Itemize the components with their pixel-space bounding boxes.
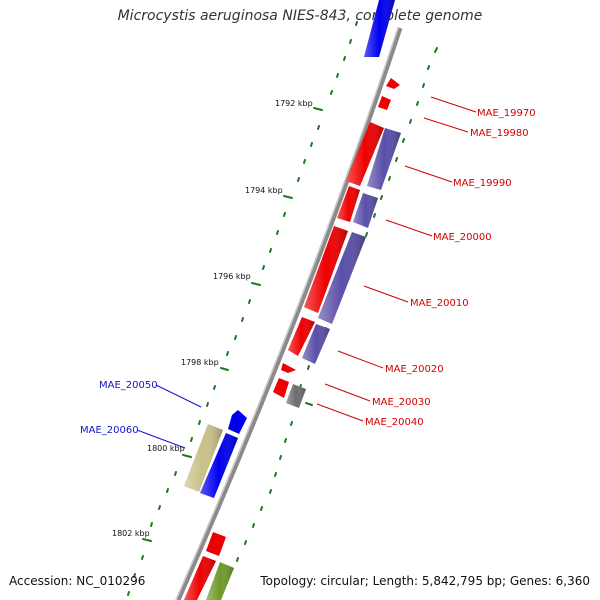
kbp-label-1800: 1800 kbp: [147, 444, 185, 453]
cds-red-bottom-1[interactable]: [206, 532, 226, 556]
cds-mae-20040-shade: [286, 384, 306, 408]
gene-label-mae-19980: MAE_19980: [470, 128, 529, 139]
cds-mae-19990-shade: [346, 122, 384, 186]
gene-label-mae-20040: MAE_20040: [365, 417, 424, 428]
gene-label-mae-20000: MAE_20000: [433, 232, 492, 243]
gene-label-mae-20050: MAE_20050: [99, 380, 158, 391]
kbp-label-1802: 1802 kbp: [112, 529, 150, 538]
kbp-label-1794: 1794 kbp: [245, 186, 283, 195]
kbp-label-1792: 1792 kbp: [275, 99, 313, 108]
kbp-label-1798: 1798 kbp: [181, 358, 219, 367]
kbp-label-1796: 1796 kbp: [213, 272, 251, 281]
gene-label-mae-19990: MAE_19990: [453, 178, 512, 189]
cds-red-bottom-2-shade: [184, 556, 216, 600]
cds-mae-20050[interactable]: [228, 410, 247, 434]
gene-label-mae-20060: MAE_20060: [80, 425, 139, 436]
forward-track: [184, 0, 400, 600]
gene-label-mae-20010: MAE_20010: [410, 298, 469, 309]
cds-reverse-4-shade: [302, 324, 330, 364]
cds-reverse-2-shade: [353, 193, 378, 228]
cds-mae-20030b[interactable]: [273, 378, 289, 398]
cds-mae-20010-shade: [304, 226, 348, 313]
cds-khaki-shade: [184, 424, 223, 492]
cds-mae-20020-shade: [288, 317, 315, 356]
cds-mae-19970[interactable]: [386, 78, 400, 89]
inner-tick-ring: [127, 21, 358, 596]
cds-reverse-3-shade: [318, 232, 366, 324]
gene-label-mae-20030: MAE_20030: [372, 397, 431, 408]
cds-mae-20030[interactable]: [281, 363, 296, 373]
cds-reverse-1-shade: [367, 128, 401, 190]
accession-text: Accession: NC_010296: [9, 574, 146, 588]
gene-label-mae-20020: MAE_20020: [385, 364, 444, 375]
genome-backbone-highlight: [175, 27, 399, 600]
cds-mae-20000-shade: [337, 186, 360, 222]
reverse-track: [206, 128, 401, 600]
leader-lines: [136, 96, 477, 449]
genome-info-text: Topology: circular; Length: 5,842,795 bp…: [260, 574, 590, 588]
cds-olive-bottom-shade: [206, 562, 234, 600]
cds-blue-top-shade: [364, 0, 395, 57]
left-track: [184, 410, 247, 498]
gene-label-mae-19970: MAE_19970: [477, 108, 536, 119]
cds-mae-19980[interactable]: [378, 96, 391, 110]
genome-backbone: [175, 27, 403, 600]
cds-mae-20060-shade: [200, 433, 238, 498]
